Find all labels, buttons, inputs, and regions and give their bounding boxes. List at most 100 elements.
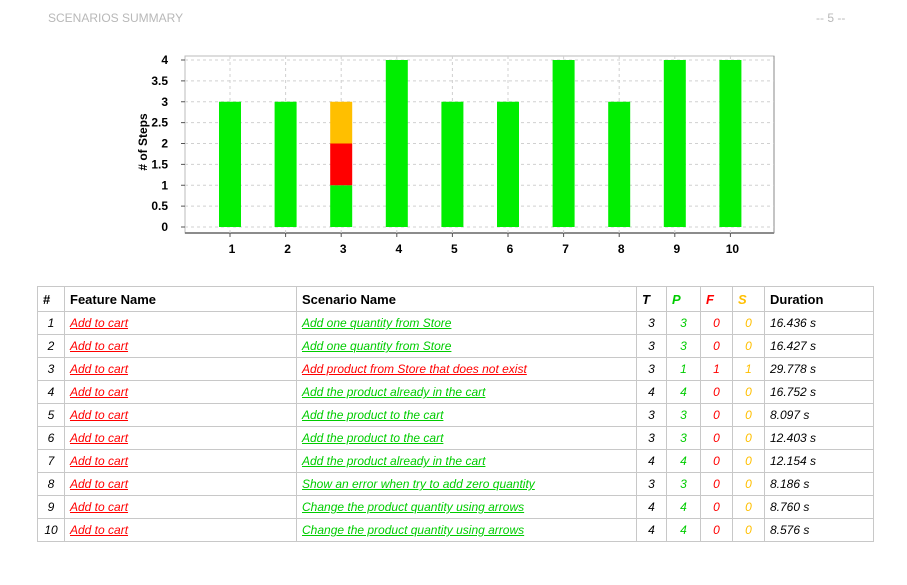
feature-name-link[interactable]: Add to cart: [70, 316, 129, 330]
scenario-name-cell: Change the product quantity using arrows: [296, 495, 637, 519]
row-number: 9: [37, 495, 65, 519]
skipped-steps: 0: [732, 472, 765, 496]
duration: 16.427 s: [764, 334, 874, 358]
y-axis-title: # of Steps: [136, 113, 150, 171]
failed-steps: 0: [700, 334, 733, 358]
passed-steps: 3: [666, 426, 701, 450]
feature-name-cell: Add to cart: [64, 380, 297, 404]
feature-name-cell: Add to cart: [64, 357, 297, 381]
bar-segment: [274, 101, 297, 227]
scenario-name-cell: Add one quantity from Store: [296, 311, 637, 335]
feature-name-link[interactable]: Add to cart: [70, 339, 129, 353]
y-tick-label: 3: [161, 95, 168, 109]
scenario-name-link[interactable]: Add the product already in the cart: [302, 385, 486, 399]
duration: 12.154 s: [764, 449, 874, 473]
skipped-steps: 0: [732, 518, 765, 542]
feature-name-cell: Add to cart: [64, 472, 297, 496]
page-number: -- 5 --: [816, 11, 846, 25]
feature-name-link[interactable]: Add to cart: [70, 362, 129, 376]
failed-steps: 0: [700, 426, 733, 450]
y-tick-label: 1.5: [151, 157, 168, 171]
bar-segment: [330, 143, 353, 186]
scenario-name-link[interactable]: Add the product to the cart: [302, 431, 444, 445]
scenario-name-link[interactable]: Change the product quantity using arrows: [302, 500, 525, 514]
row-number: 4: [37, 380, 65, 404]
scenario-name-cell: Add the product to the cart: [296, 403, 637, 427]
bar-segment: [552, 60, 575, 227]
header-feature-name: Feature Name: [64, 286, 297, 312]
table-row: 1 Add to cart Add one quantity from Store 3…: [37, 311, 874, 335]
passed-steps: 4: [666, 495, 701, 519]
feature-name-link[interactable]: Add to cart: [70, 523, 129, 537]
duration: 8.576 s: [764, 518, 874, 542]
row-number: 3: [37, 357, 65, 381]
duration: 16.436 s: [764, 311, 874, 335]
bar-segment: [608, 101, 631, 227]
header-failed: F: [700, 286, 733, 312]
scenario-name-link[interactable]: Add product from Store that does not exi…: [302, 362, 527, 376]
skipped-steps: 1: [732, 357, 765, 381]
passed-steps: 3: [666, 334, 701, 358]
scenario-name-link[interactable]: Add one quantity from Store: [302, 339, 452, 353]
skipped-steps: 0: [732, 449, 765, 473]
feature-name-link[interactable]: Add to cart: [70, 454, 129, 468]
scenario-name-cell: Show an error when try to add zero quant…: [296, 472, 637, 496]
y-tick-label: 4: [161, 53, 168, 67]
feature-name-link[interactable]: Add to cart: [70, 431, 129, 445]
scenario-name-link[interactable]: Add the product to the cart: [302, 408, 444, 422]
x-tick-label: 4: [395, 242, 402, 256]
scenario-name-cell: Add one quantity from Store: [296, 334, 637, 358]
row-number: 8: [37, 472, 65, 496]
failed-steps: 0: [700, 472, 733, 496]
row-number: 6: [37, 426, 65, 450]
feature-name-link[interactable]: Add to cart: [70, 477, 129, 491]
scenario-name-link[interactable]: Add the product already in the cart: [302, 454, 486, 468]
skipped-steps: 0: [732, 380, 765, 404]
x-tick-label: 10: [726, 242, 740, 256]
passed-steps: 4: [666, 449, 701, 473]
steps-chart: 0 0.5 1 1.5 2 2.5 3 3.5 4 1 2 3 4 5 6 7 8 9 10 # of Steps: [136, 53, 775, 256]
total-steps: 3: [636, 334, 667, 358]
feature-name-cell: Add to cart: [64, 403, 297, 427]
bar-segment: [330, 185, 353, 227]
scenario-name-link[interactable]: Add one quantity from Store: [302, 316, 452, 330]
y-tick-label: 0: [161, 220, 168, 234]
feature-name-link[interactable]: Add to cart: [70, 408, 129, 422]
total-steps: 3: [636, 403, 667, 427]
failed-steps: 0: [700, 449, 733, 473]
duration: 8.186 s: [764, 472, 874, 496]
x-tick-label: 6: [507, 242, 514, 256]
bar-segment: [663, 60, 686, 227]
header-total: T: [636, 286, 667, 312]
feature-name-cell: Add to cart: [64, 495, 297, 519]
table-row: 3 Add to cart Add product from Store that …: [37, 357, 874, 381]
table-row: 7 Add to cart Add the product already in t…: [37, 449, 874, 473]
feature-name-link[interactable]: Add to cart: [70, 385, 129, 399]
y-tick-label: 1: [161, 178, 168, 192]
header-duration: Duration: [764, 286, 874, 312]
scenario-name-link[interactable]: Change the product quantity using arrows: [302, 523, 525, 537]
passed-steps: 3: [666, 311, 701, 335]
x-tick-label: 2: [284, 242, 291, 256]
scenario-name-link[interactable]: Show an error when try to add zero quant…: [302, 477, 535, 491]
y-tick-label: 2.5: [151, 116, 168, 130]
feature-name-cell: Add to cart: [64, 426, 297, 450]
total-steps: 3: [636, 472, 667, 496]
failed-steps: 0: [700, 311, 733, 335]
feature-name-link[interactable]: Add to cart: [70, 500, 129, 514]
bar-segment: [385, 60, 408, 227]
table-row: 4 Add to cart Add the product already in t…: [37, 380, 874, 404]
passed-steps: 4: [666, 518, 701, 542]
page-header-title: SCENARIOS SUMMARY: [48, 11, 184, 25]
duration: 16.752 s: [764, 380, 874, 404]
skipped-steps: 0: [732, 426, 765, 450]
x-tick-label: 8: [618, 242, 625, 256]
scenario-name-cell: Add the product to the cart: [296, 426, 637, 450]
bar-segment: [330, 101, 353, 144]
skipped-steps: 0: [732, 495, 765, 519]
total-steps: 3: [636, 311, 667, 335]
skipped-steps: 0: [732, 311, 765, 335]
duration: 12.403 s: [764, 426, 874, 450]
duration: 8.760 s: [764, 495, 874, 519]
passed-steps: 3: [666, 403, 701, 427]
